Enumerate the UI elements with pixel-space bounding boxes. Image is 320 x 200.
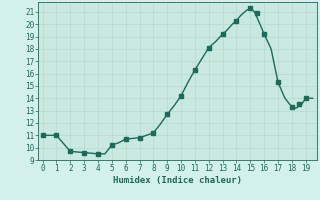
X-axis label: Humidex (Indice chaleur): Humidex (Indice chaleur) (113, 176, 242, 185)
